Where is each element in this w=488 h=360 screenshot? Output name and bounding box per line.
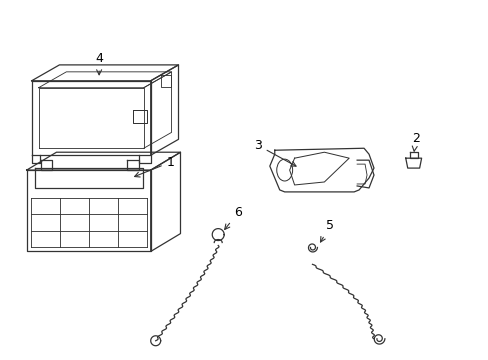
Text: 1: 1 (134, 156, 174, 177)
Text: 5: 5 (320, 219, 334, 242)
Text: 3: 3 (253, 139, 295, 166)
Text: 2: 2 (411, 132, 419, 151)
Text: 6: 6 (224, 206, 242, 229)
Text: 4: 4 (95, 53, 103, 75)
